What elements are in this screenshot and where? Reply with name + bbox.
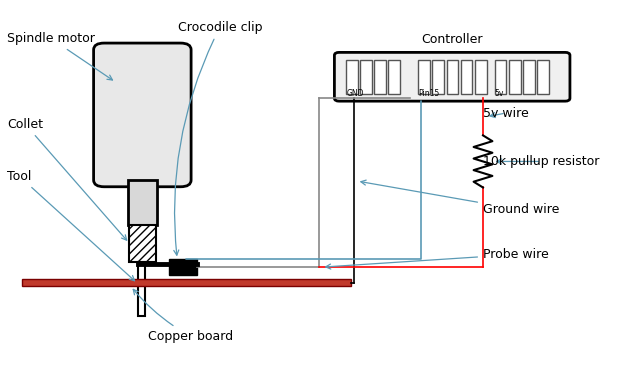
Bar [495, 60, 507, 94]
Text: GND: GND [346, 88, 364, 98]
Bar [374, 60, 386, 94]
Bar [22, 279, 351, 286]
Text: Controller: Controller [422, 33, 483, 46]
Bar [523, 60, 534, 94]
Text: 10k pullup resistor: 10k pullup resistor [483, 155, 600, 168]
Bar [509, 60, 521, 94]
Text: Pin15: Pin15 [418, 88, 440, 98]
FancyBboxPatch shape [334, 53, 570, 101]
Bar [446, 60, 458, 94]
Bar [130, 225, 156, 262]
Text: Collet: Collet [7, 118, 126, 240]
Bar [389, 60, 400, 94]
Bar [128, 180, 157, 225]
Text: Probe wire: Probe wire [326, 248, 549, 269]
Bar [169, 260, 197, 275]
Text: Copper board: Copper board [133, 290, 233, 343]
FancyBboxPatch shape [94, 43, 191, 187]
Bar [346, 60, 358, 94]
Bar [130, 225, 156, 262]
Bar [433, 60, 445, 94]
Text: 5v: 5v [495, 88, 504, 98]
Text: Tool: Tool [7, 170, 135, 281]
Bar [418, 60, 430, 94]
Text: Spindle motor: Spindle motor [7, 32, 112, 80]
Bar [360, 60, 372, 94]
Text: 5v wire: 5v wire [483, 106, 529, 120]
Text: Crocodile clip: Crocodile clip [174, 21, 262, 255]
Bar [475, 60, 487, 94]
Text: Ground wire: Ground wire [361, 180, 559, 216]
Bar [537, 60, 549, 94]
Bar [138, 262, 145, 316]
Bar [461, 60, 472, 94]
